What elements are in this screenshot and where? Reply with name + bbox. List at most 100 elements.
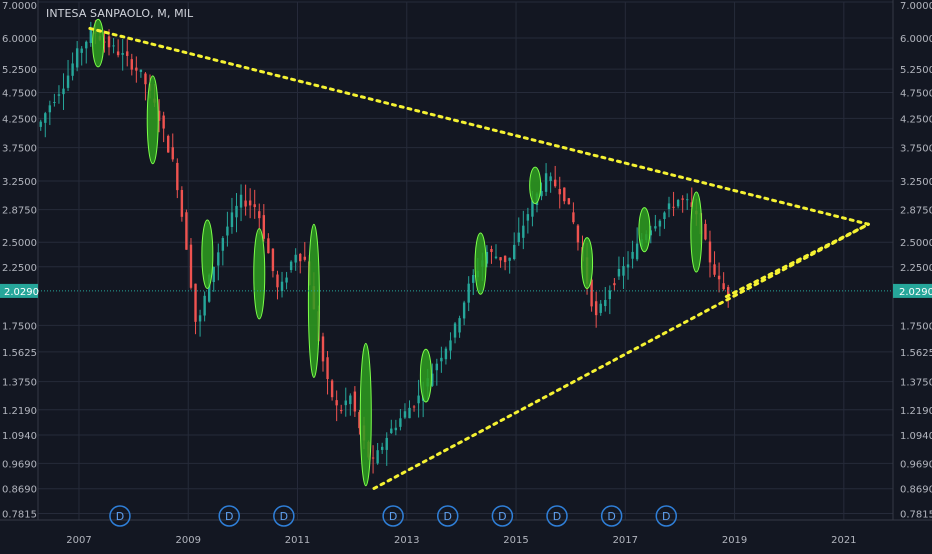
candle-body xyxy=(116,51,120,56)
candle-body xyxy=(394,427,398,431)
highlight-ellipse xyxy=(529,166,542,205)
candle-body xyxy=(485,251,489,264)
highlight-ellipse xyxy=(581,237,594,290)
candle-body xyxy=(294,254,297,263)
y-tick-label-left: 2.2500 xyxy=(2,263,37,274)
candle-body xyxy=(385,437,388,450)
highlight-ellipse xyxy=(253,228,266,320)
candle-body xyxy=(499,257,502,261)
y-tick-label-left: 2.8750 xyxy=(2,206,37,217)
candle-body xyxy=(531,200,534,217)
y-tick-label-right: 5.2500 xyxy=(900,65,932,76)
candle-body xyxy=(549,176,552,181)
candle-body xyxy=(48,105,52,113)
candle-body xyxy=(380,446,384,450)
candle-body xyxy=(230,212,234,228)
dividend-marker xyxy=(382,505,404,527)
chart-title: INTESA SANPAOLO, M, MIL xyxy=(46,7,194,20)
candle-body xyxy=(686,199,689,201)
y-tick-label-left: 1.5625 xyxy=(2,348,37,359)
candle-body xyxy=(353,391,357,412)
candle-body xyxy=(135,67,138,71)
y-tick-label-right: 1.7500 xyxy=(900,321,932,332)
y-tick-label-left: 1.3750 xyxy=(2,378,37,389)
candle-body xyxy=(513,244,516,260)
x-tick-label: 2021 xyxy=(831,535,856,546)
candle-body xyxy=(258,211,261,219)
candle-body xyxy=(126,51,129,56)
x-tick-label: 2007 xyxy=(66,535,91,546)
candle-body xyxy=(44,113,47,123)
candle-body xyxy=(185,212,188,250)
candle-body xyxy=(267,238,270,254)
candle-body xyxy=(604,300,607,307)
y-tick-label-right: 4.2500 xyxy=(900,114,932,125)
candle-body xyxy=(672,206,675,208)
candle-body xyxy=(472,275,475,283)
dividend-marker-label: D xyxy=(662,510,670,523)
candle-body xyxy=(103,41,106,43)
candle-body xyxy=(717,275,721,280)
candle-body xyxy=(107,36,111,48)
candle-body xyxy=(599,303,602,313)
current-price-label-right: 2.0290 xyxy=(899,287,932,298)
y-tick-label-right: 2.5000 xyxy=(900,238,932,249)
x-tick-label: 2019 xyxy=(722,535,747,546)
candle-body xyxy=(713,264,716,275)
candle-body xyxy=(399,418,402,427)
dividend-marker xyxy=(655,505,678,527)
y-tick-label-left: 4.7500 xyxy=(2,88,37,99)
candle-body xyxy=(226,226,229,236)
candle-body xyxy=(553,179,557,187)
candle-body xyxy=(649,230,652,236)
candle-body xyxy=(112,45,115,47)
candle-body xyxy=(217,252,220,266)
candle-body xyxy=(572,212,575,223)
candle-body xyxy=(335,400,338,406)
candle-body xyxy=(622,266,625,276)
candle-body xyxy=(280,281,284,291)
candle-body xyxy=(75,48,79,68)
x-tick-label: 2009 xyxy=(176,535,201,546)
candle-body xyxy=(681,198,684,200)
trendline xyxy=(372,222,870,490)
highlight-ellipse xyxy=(201,219,214,290)
y-tick-label-left: 7.0000 xyxy=(2,1,37,12)
dividend-marker-label: D xyxy=(553,510,561,523)
dividend-marker-label: D xyxy=(389,510,397,523)
candle-body xyxy=(139,69,143,72)
x-tick-label: 2013 xyxy=(394,535,419,546)
x-tick-label: 2017 xyxy=(613,535,638,546)
candle-body xyxy=(176,162,179,191)
y-tick-label-left: 2.5000 xyxy=(2,238,37,249)
candle-body xyxy=(344,400,347,406)
y-tick-label-right: 2.8750 xyxy=(900,206,932,217)
candle-body xyxy=(244,200,247,207)
highlight-ellipse xyxy=(474,232,487,295)
candle-body xyxy=(235,205,238,218)
candle-body xyxy=(189,244,193,288)
y-tick-label-left: 3.2500 xyxy=(2,177,37,188)
candle-body xyxy=(608,290,612,300)
y-tick-label-right: 6.0000 xyxy=(900,34,932,45)
dividend-marker xyxy=(491,505,514,527)
candle-body xyxy=(567,198,571,205)
dividend-marker xyxy=(546,505,568,527)
trendline xyxy=(724,222,870,299)
candle-body xyxy=(667,203,671,210)
candle-body xyxy=(171,147,174,160)
candle-body xyxy=(239,194,243,208)
dividend-marker-label: D xyxy=(498,510,506,523)
candle-body xyxy=(444,348,448,360)
y-tick-label-right: 0.7815 xyxy=(900,509,932,520)
candle-body xyxy=(207,274,211,302)
y-tick-label-right: 1.2190 xyxy=(900,406,932,417)
dividend-marker xyxy=(600,505,623,527)
candle-body xyxy=(80,48,83,53)
x-tick-label: 2015 xyxy=(503,535,528,546)
y-tick-label-left: 1.2190 xyxy=(2,406,37,417)
highlight-ellipse xyxy=(638,207,651,253)
